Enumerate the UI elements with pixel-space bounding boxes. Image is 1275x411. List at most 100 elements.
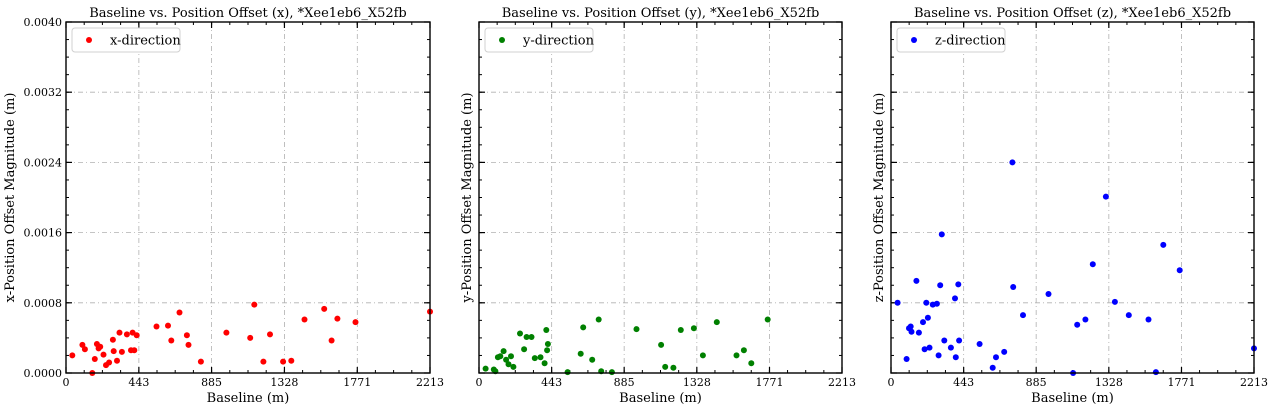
- data-point: [110, 348, 117, 355]
- data-point: [106, 359, 113, 366]
- y-tick-label: 0.0016: [24, 227, 63, 240]
- data-point: [176, 309, 183, 316]
- data-point: [544, 347, 551, 354]
- data-point: [131, 347, 138, 354]
- data-point: [941, 337, 948, 344]
- data-point: [544, 341, 551, 347]
- legend-marker: [86, 37, 92, 43]
- data-point: [633, 326, 640, 333]
- data-point: [168, 337, 175, 344]
- data-point: [952, 354, 959, 361]
- data-point: [280, 358, 287, 365]
- data-point: [1089, 261, 1096, 268]
- x-tick-label: 1328: [270, 376, 298, 389]
- data-point: [508, 353, 514, 360]
- data-point: [185, 341, 192, 348]
- y-tick-label: 0.0032: [24, 86, 63, 99]
- data-point: [321, 305, 328, 312]
- data-point: [116, 329, 123, 336]
- data-point: [733, 352, 740, 359]
- data-point: [301, 316, 308, 323]
- legend-label: x-direction: [110, 34, 181, 49]
- data-point: [537, 354, 544, 361]
- legend: z-direction: [896, 27, 1006, 53]
- y-axis-label: z-Position Offset Magnitude (m): [872, 93, 887, 303]
- chart-panel-1: 0 443 885 1328 1771 2213 0.0000 0.0008 0.0016 0.0…: [3, 6, 444, 406]
- data-point: [500, 348, 507, 355]
- data-point: [288, 357, 295, 364]
- data-point: [713, 319, 720, 326]
- data-point: [482, 365, 489, 372]
- data-point: [908, 328, 915, 335]
- legend-box: [896, 27, 1006, 53]
- x-tick-label: 1328: [683, 376, 711, 389]
- data-point: [521, 346, 528, 353]
- data-point: [223, 329, 230, 336]
- data-point: [505, 361, 512, 368]
- legend-label: y-direction: [522, 34, 595, 49]
- legend: x-direction: [71, 27, 181, 53]
- data-point: [114, 357, 120, 364]
- data-point: [1160, 241, 1167, 248]
- y-tick-label: 0.0000: [24, 367, 63, 380]
- legend-label: z-direction: [935, 34, 1006, 49]
- x-tick-label: 885: [1026, 376, 1047, 389]
- x-tick-label: 1771: [755, 376, 783, 389]
- data-point: [123, 331, 130, 338]
- data-point: [517, 330, 523, 337]
- data-point: [933, 300, 940, 307]
- data-point: [658, 341, 665, 348]
- x-tick-label: 2213: [828, 376, 856, 389]
- data-point: [947, 344, 954, 351]
- data-point: [1111, 298, 1118, 305]
- data-point: [699, 352, 706, 359]
- plot-frame: [890, 21, 1255, 374]
- data-point: [926, 344, 933, 351]
- data-point: [938, 231, 945, 238]
- data-point: [937, 282, 944, 289]
- data-point: [935, 352, 942, 359]
- data-point: [165, 322, 171, 329]
- data-point: [510, 363, 517, 370]
- data-point: [183, 332, 190, 339]
- data-point: [564, 369, 571, 376]
- data-point: [153, 323, 160, 330]
- data-point: [133, 332, 140, 339]
- data-point: [118, 348, 125, 355]
- x-tick-label: 0: [63, 376, 70, 389]
- x-axis-label: Baseline (m): [619, 391, 702, 406]
- data-point: [955, 281, 962, 288]
- x-tick-label: 443: [128, 376, 149, 389]
- data-point: [543, 327, 550, 333]
- legend-marker: [499, 37, 505, 43]
- data-point: [523, 334, 530, 340]
- data-point: [79, 341, 86, 348]
- y-tick-label: 0.0040: [24, 16, 63, 29]
- data-point: [1176, 267, 1183, 274]
- legend-marker: [911, 37, 917, 43]
- data-point: [924, 314, 931, 321]
- data-point: [913, 277, 920, 284]
- data-point: [577, 350, 584, 357]
- data-point: [670, 364, 677, 371]
- data-point: [541, 360, 548, 367]
- data-point: [528, 334, 535, 340]
- x-axis-label: Baseline (m): [207, 391, 290, 406]
- data-point: [251, 301, 258, 308]
- data-point: [989, 364, 996, 371]
- data-point: [328, 337, 335, 344]
- data-point: [580, 324, 587, 331]
- data-point: [197, 358, 204, 365]
- data-point: [690, 325, 697, 332]
- x-tick-label: 1328: [1095, 376, 1123, 389]
- data-point: [1102, 193, 1109, 200]
- data-point: [334, 315, 341, 322]
- data-point: [1045, 291, 1052, 297]
- chart-panel-2: 0 443 885 1328 1771 2213 y-direction Baseline v…: [460, 6, 856, 406]
- data-point: [1010, 284, 1017, 290]
- data-point: [91, 356, 98, 362]
- x-tick-label: 0: [476, 376, 483, 389]
- data-point: [921, 346, 928, 353]
- x-tick-label: 0: [888, 376, 895, 389]
